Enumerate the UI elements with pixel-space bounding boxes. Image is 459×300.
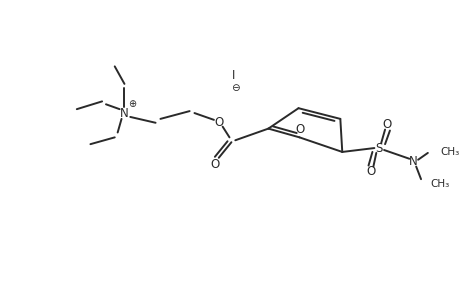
Text: O: O	[210, 158, 219, 171]
Text: ⊕: ⊕	[128, 99, 136, 109]
Text: ⊖: ⊖	[230, 83, 239, 93]
Text: O: O	[214, 116, 223, 129]
Text: CH₃: CH₃	[440, 147, 459, 157]
Text: S: S	[375, 142, 382, 154]
Text: O: O	[366, 165, 375, 178]
Text: N: N	[120, 106, 129, 119]
Text: N: N	[408, 155, 417, 168]
Text: O: O	[295, 123, 304, 136]
Text: O: O	[381, 118, 391, 131]
Text: I: I	[231, 69, 235, 82]
Text: CH₃: CH₃	[430, 179, 449, 189]
